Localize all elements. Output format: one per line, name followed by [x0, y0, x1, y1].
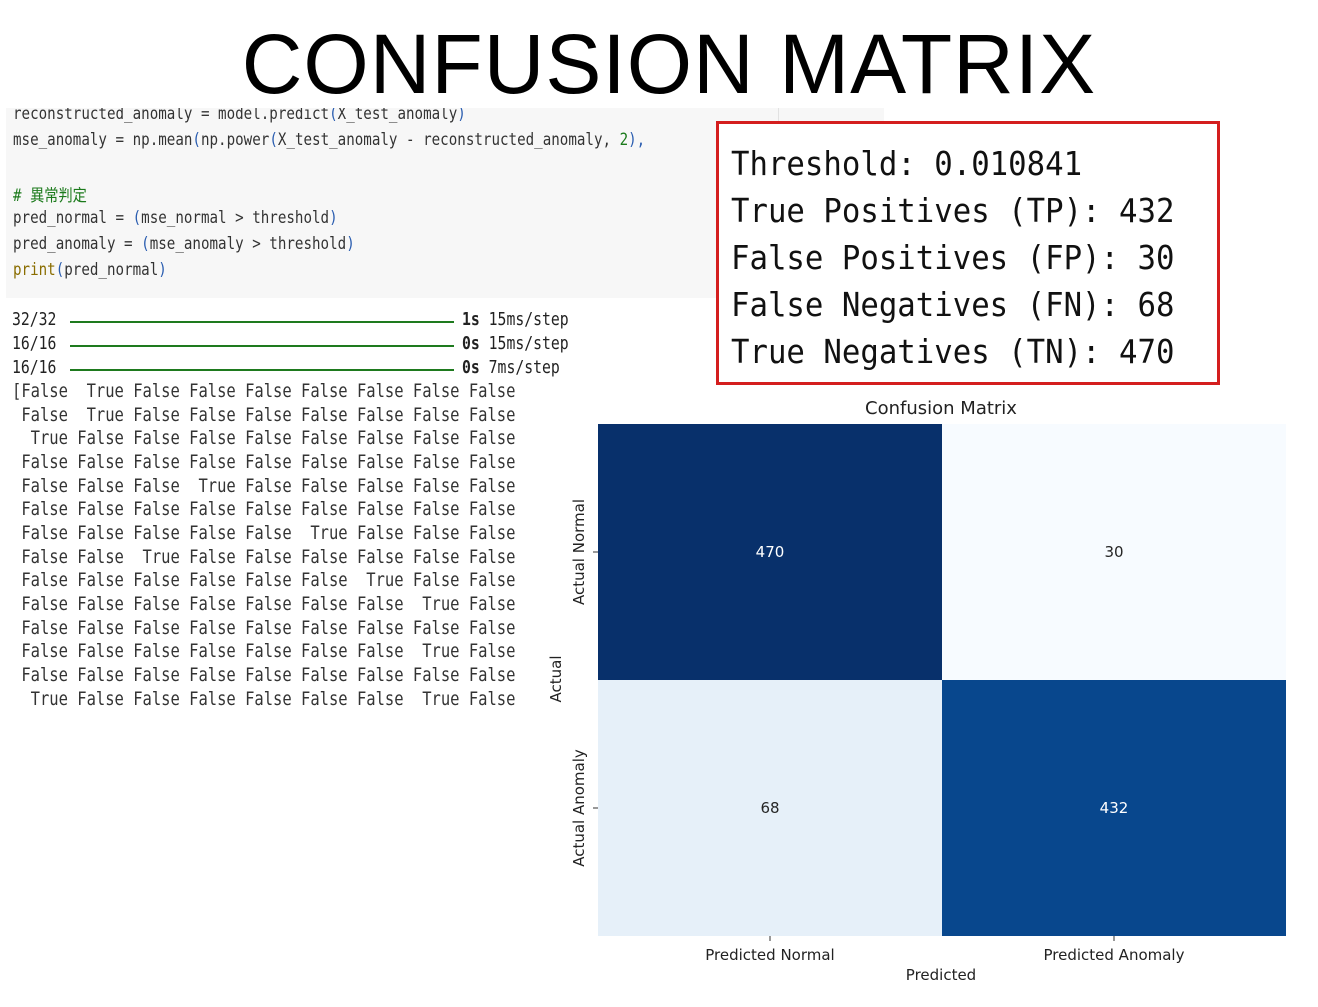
metrics-box: Threshold: 0.010841 True Positives (TP):…	[716, 121, 1220, 385]
output-line: False False False False False True False…	[12, 522, 516, 544]
cell-value-label: 432	[1100, 799, 1129, 817]
cell-output: 32/32 1s 15ms/step 16/16 0s 15ms/step 16…	[6, 306, 586, 726]
progress-bar	[70, 321, 454, 323]
output-line: False False False False False False Fals…	[12, 664, 516, 686]
output-line: False True False False False False False…	[12, 404, 516, 426]
threshold-metric: Threshold: 0.010841	[731, 144, 1083, 183]
y-axis-label: Actual	[547, 656, 565, 703]
progress-line: 32/32 1s 15ms/step	[12, 309, 569, 330]
output-line: False False False False False False Fals…	[12, 617, 516, 639]
slide-title: CONFUSION MATRIX	[241, 17, 1097, 111]
heatmap-cell	[598, 680, 942, 936]
output-line: False False False False False False Fals…	[12, 498, 516, 520]
chart-title: Confusion Matrix	[865, 398, 1017, 419]
output-line: False False True False False False False…	[12, 546, 516, 568]
output-line: [False True False False False False Fals…	[12, 380, 516, 402]
output-line: True False False False False False False…	[12, 427, 516, 449]
output-line: False False False True False False False…	[12, 475, 516, 497]
y-tick-label: Actual Normal	[570, 499, 588, 605]
code-comment: # 異常判定	[13, 186, 87, 205]
heatmap-cell	[942, 424, 1286, 680]
output-line: True False False False False False False…	[12, 688, 516, 710]
output-line: False False False False False False Fals…	[12, 640, 516, 662]
output-line: False False False False False False Fals…	[12, 593, 516, 615]
code-line-mse: mse_anomaly = np.mean(np.power(X_test_an…	[13, 130, 646, 149]
y-tick-label: Actual Anomaly	[570, 749, 588, 867]
output-line: False False False False False False Fals…	[12, 451, 516, 473]
heatmap-cell	[942, 680, 1286, 936]
cell-value-label: 30	[1104, 543, 1123, 561]
code-line-pred-anomaly: pred_anomaly = (mse_anomaly > threshold)	[13, 234, 355, 253]
tp-metric: True Positives (TP): 432	[731, 191, 1175, 230]
cell-value-label: 68	[760, 799, 779, 817]
heatmap-cell	[598, 424, 942, 680]
code-line-pred-normal: pred_normal = (mse_normal > threshold)	[13, 208, 338, 227]
fp-metric: False Positives (FP): 30	[731, 238, 1175, 277]
cell-value-label: 470	[756, 543, 785, 561]
fn-metric: False Negatives (FN): 68	[731, 285, 1175, 324]
code-line-print: print(pred_normal)	[13, 260, 167, 279]
progress-line: 16/16 0s 7ms/step	[12, 357, 560, 378]
tn-metric: True Negatives (TN): 470	[731, 332, 1175, 371]
progress-bar	[70, 369, 454, 371]
confusion-matrix-chart: Confusion Matrix 470 30 68 432 Predicted No…	[547, 398, 1286, 984]
x-tick-label: Predicted Normal	[705, 946, 834, 964]
output-line: False False False False False False True…	[12, 569, 516, 591]
progress-bar	[70, 345, 454, 347]
code-line-predict: reconstructed_anomaly = model.predict(X_…	[13, 108, 466, 123]
x-axis-label: Predicted	[906, 966, 976, 984]
progress-line: 16/16 0s 15ms/step	[12, 333, 569, 354]
x-tick-label: Predicted Anomaly	[1044, 946, 1185, 964]
